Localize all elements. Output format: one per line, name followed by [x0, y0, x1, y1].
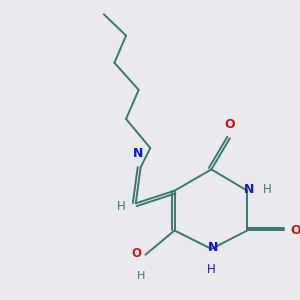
Text: O: O	[131, 247, 141, 260]
Text: O: O	[224, 118, 235, 131]
Text: H: H	[137, 271, 145, 281]
Text: N: N	[133, 147, 143, 160]
Text: N: N	[208, 241, 218, 254]
Text: N: N	[244, 183, 254, 196]
Text: H: H	[117, 200, 126, 213]
Text: H: H	[263, 183, 272, 196]
Text: H: H	[207, 263, 216, 276]
Text: O: O	[290, 224, 300, 237]
